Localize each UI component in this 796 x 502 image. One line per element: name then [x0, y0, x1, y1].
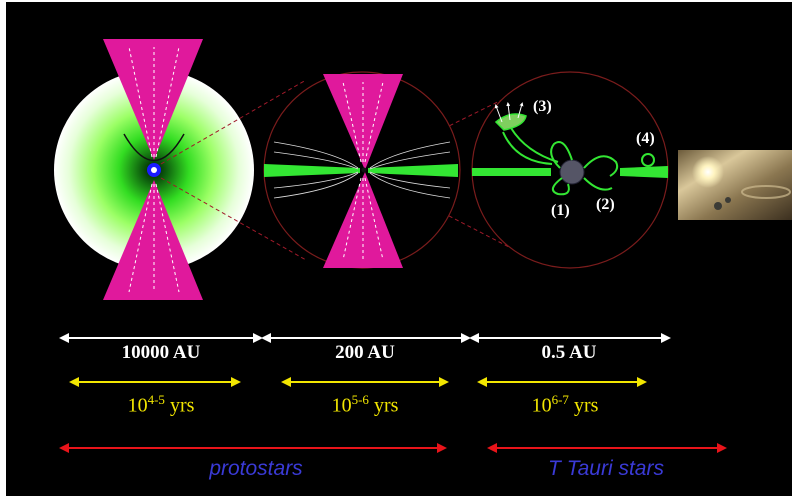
process-label-2: (2)	[596, 196, 615, 213]
inner-disk-right	[620, 166, 668, 178]
protostar-center	[151, 167, 157, 173]
diagram-svg	[54, 39, 792, 453]
inner-disk-left	[472, 168, 551, 176]
disk-outflow-top	[323, 74, 403, 170]
time-exp-1: 4-5	[147, 392, 165, 407]
time-unit-2: yrs	[368, 394, 399, 417]
time-label-1: 104-5 yrs	[86, 392, 236, 418]
inner-disk-stage	[471, 71, 669, 269]
planetary-system-image	[678, 150, 792, 220]
disk-right	[368, 164, 458, 177]
disk-stage	[263, 71, 461, 269]
disk-planet-loop	[641, 153, 655, 167]
planetesimal-2	[725, 197, 731, 203]
process-label-3: (3)	[533, 98, 552, 115]
scale-label-1: 10000 AU	[121, 342, 201, 363]
infall-streamline	[123, 133, 185, 162]
young-sun	[692, 156, 724, 188]
t-tauri-star	[559, 159, 585, 185]
wind-arrows	[494, 102, 524, 123]
time-label-3: 106-7 yrs	[490, 392, 640, 418]
time-label-2: 105-6 yrs	[290, 392, 440, 418]
time-base-2: 10	[331, 394, 352, 417]
disk-star	[361, 167, 367, 173]
diagram-canvas: (3) (4) (1) (2) 10000 AU 200 AU 0.5 AU 1…	[6, 2, 792, 496]
planetesimal-1	[714, 202, 722, 210]
scale-label-3: 0.5 AU	[541, 342, 597, 363]
disk-left	[264, 164, 360, 177]
planetary-photo	[678, 150, 792, 220]
magnetic-field-lines	[273, 141, 451, 199]
time-unit-3: yrs	[568, 394, 599, 417]
time-unit-1: yrs	[164, 394, 195, 417]
debris-ring	[741, 185, 791, 199]
envelope-stage	[54, 39, 254, 300]
time-base-3: 10	[531, 394, 552, 417]
scale-label-2: 200 AU	[335, 342, 395, 363]
accretion-flows	[502, 127, 619, 196]
disk-outflow-streamlines	[342, 81, 384, 261]
phase-label-protostars: protostars	[209, 457, 303, 480]
time-base-1: 10	[127, 394, 148, 417]
phase-label-ttauri: T Tauri stars	[548, 457, 664, 480]
process-label-4: (4)	[636, 130, 655, 147]
process-label-1: (1)	[551, 202, 570, 219]
time-exp-2: 5-6	[351, 392, 369, 407]
outflow-cone-top	[103, 39, 203, 160]
outflow-streamlines	[128, 46, 180, 293]
outflow-cone-bottom	[103, 180, 203, 300]
time-exp-3: 6-7	[551, 392, 569, 407]
